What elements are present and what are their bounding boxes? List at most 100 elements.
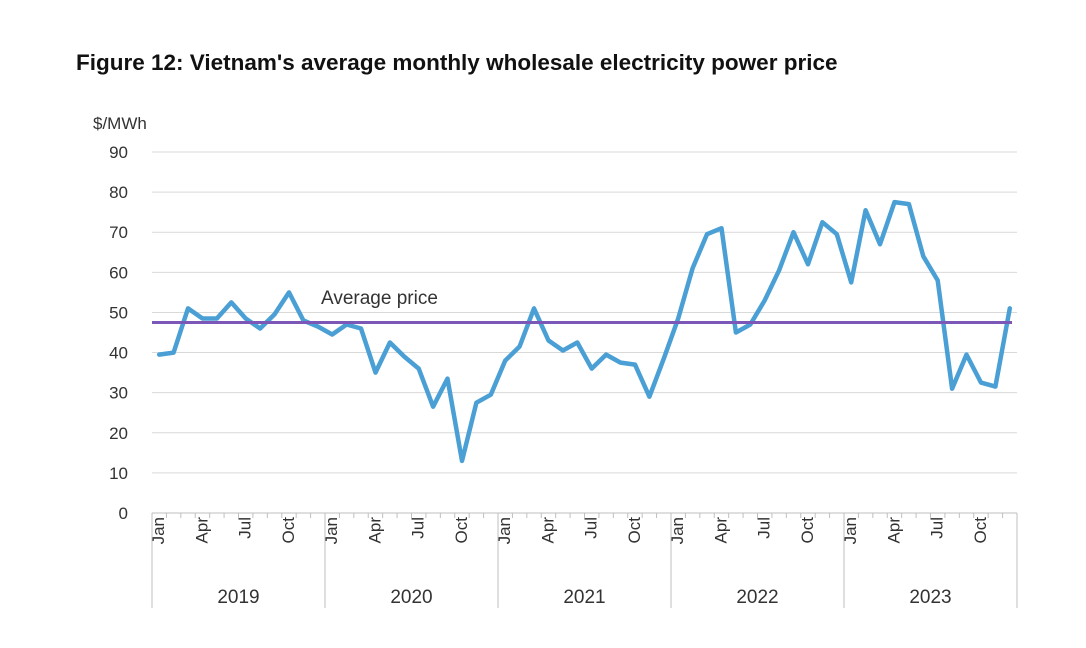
data-point (200, 316, 204, 320)
x-month-label: Oct (971, 517, 990, 544)
y-tick-label: 50 (109, 303, 128, 322)
x-month-label: Oct (279, 517, 298, 544)
data-point (229, 300, 233, 304)
data-point (993, 385, 997, 389)
x-month-label: Apr (365, 517, 384, 544)
data-point (662, 357, 666, 361)
data-point (532, 306, 536, 310)
x-year-label: 2019 (217, 587, 259, 608)
data-point (849, 280, 853, 284)
data-point (792, 230, 796, 234)
data-point (965, 353, 969, 357)
data-point (561, 349, 565, 353)
x-month-label: Apr (884, 517, 903, 544)
x-year-label: 2021 (563, 587, 605, 608)
y-axis-label: $/MWh (93, 114, 147, 133)
data-point (287, 290, 291, 294)
x-month-label: Jan (495, 517, 514, 544)
data-point (691, 266, 695, 270)
x-year-label: 2020 (390, 587, 432, 608)
data-point (489, 393, 493, 397)
data-point (719, 226, 723, 230)
y-tick-label: 0 (119, 504, 128, 523)
data-point (157, 353, 161, 357)
data-point (936, 278, 940, 282)
data-point (258, 326, 262, 330)
average-price-label: Average price (321, 288, 438, 309)
data-point (705, 232, 709, 236)
x-month-label: Jul (928, 517, 947, 539)
x-month-label: Jul (582, 517, 601, 539)
data-point (647, 395, 651, 399)
y-tick-label: 20 (109, 424, 128, 443)
data-point (619, 361, 623, 365)
data-point (330, 333, 334, 337)
data-point (460, 459, 464, 463)
x-month-label: Apr (538, 517, 557, 544)
data-point (186, 306, 190, 310)
data-point (907, 202, 911, 206)
data-point (172, 351, 176, 355)
y-tick-label: 30 (109, 384, 128, 403)
data-point (763, 298, 767, 302)
data-point (921, 254, 925, 258)
data-point (402, 355, 406, 359)
data-point (431, 405, 435, 409)
data-point (777, 268, 781, 272)
x-month-label: Oct (798, 517, 817, 544)
tick-labels: 0 10 20 30 40 50 60 70 80 90 Jan Apr Jul Oct 2019 Jan Ap… (109, 143, 990, 608)
data-point (604, 353, 608, 357)
data-point (503, 359, 507, 363)
x-month-label: Jul (236, 517, 255, 539)
x-year-label: 2023 (909, 587, 951, 608)
x-year-label: 2022 (736, 587, 778, 608)
data-point (1008, 306, 1012, 310)
data-point (590, 367, 594, 371)
data-point (676, 316, 680, 320)
data-point (835, 232, 839, 236)
series-line (156, 199, 1013, 464)
x-month-label: Apr (711, 517, 730, 544)
y-tick-label: 70 (109, 223, 128, 242)
x-month-label: Apr (192, 517, 211, 544)
data-point (388, 341, 392, 345)
data-point (806, 262, 810, 266)
data-point (979, 381, 983, 385)
y-tick-label: 60 (109, 263, 128, 282)
y-tick-label: 80 (109, 183, 128, 202)
data-point (892, 200, 896, 204)
data-point (373, 371, 377, 375)
data-point (446, 377, 450, 381)
x-month-label: Oct (452, 517, 471, 544)
data-point (864, 208, 868, 212)
x-month-label: Jan (149, 517, 168, 544)
y-tick-label: 10 (109, 464, 128, 483)
series (156, 199, 1013, 464)
data-point (215, 316, 219, 320)
x-month-label: Jul (755, 517, 774, 539)
reference-line-group: Average price (152, 288, 1012, 324)
axes (151, 512, 1018, 608)
chart-title: Figure 12: Vietnam's average monthly who… (76, 50, 838, 75)
data-point (633, 363, 637, 367)
data-point (359, 326, 363, 330)
data-point (518, 345, 522, 349)
data-point (575, 341, 579, 345)
gridlines (152, 151, 1017, 474)
x-month-label: Jan (841, 517, 860, 544)
data-point (546, 339, 550, 343)
x-month-label: Jan (668, 517, 687, 544)
x-month-label: Jul (409, 517, 428, 539)
y-tick-label: 90 (109, 143, 128, 162)
data-point (417, 367, 421, 371)
data-point (244, 316, 248, 320)
y-tick-label: 40 (109, 344, 128, 363)
x-month-label: Jan (322, 517, 341, 544)
data-point (734, 331, 738, 335)
data-point (316, 324, 320, 328)
data-point (474, 401, 478, 405)
data-point (273, 312, 277, 316)
data-point (820, 220, 824, 224)
x-month-label: Oct (625, 517, 644, 544)
